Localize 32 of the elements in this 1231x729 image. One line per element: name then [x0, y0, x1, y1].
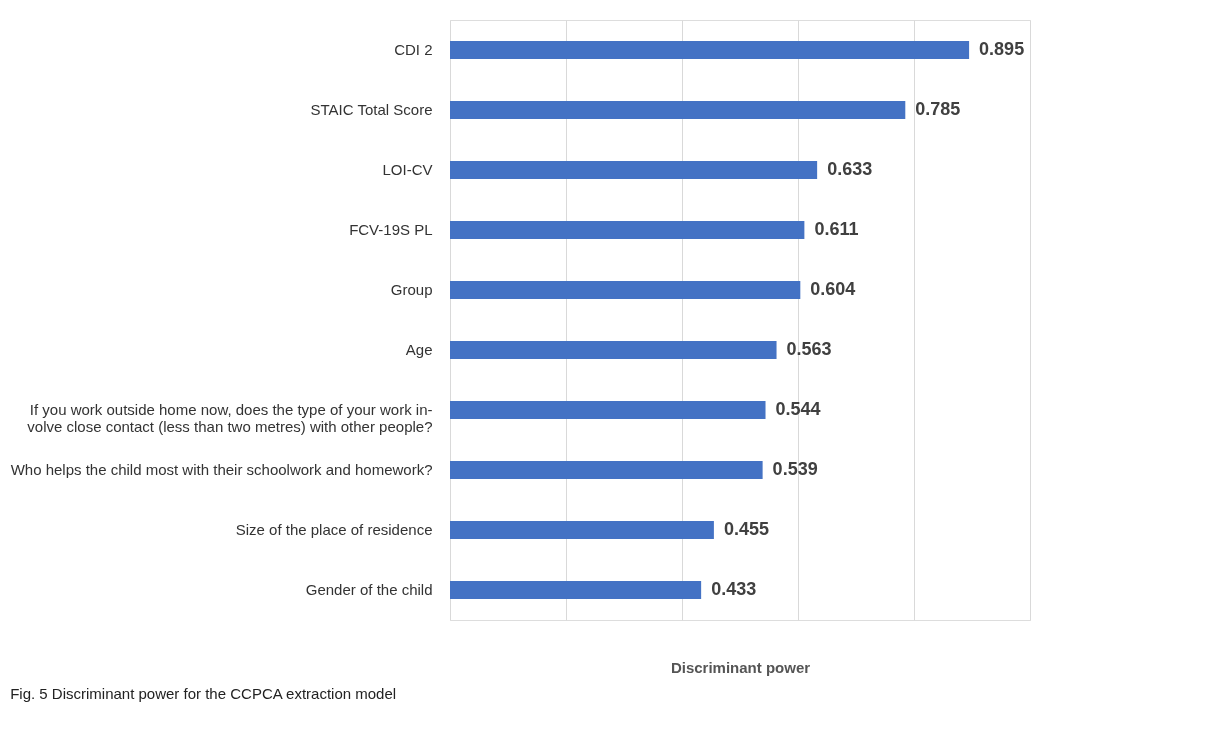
data-label: 0.895 — [979, 39, 1025, 59]
y-tick-label: STAIC Total Score — [310, 101, 433, 118]
caption: Fig. 5 Discriminant power for the CCPCA extraction model — [10, 685, 397, 702]
bar — [450, 161, 818, 179]
data-label: 0.604 — [810, 279, 856, 299]
data-label: 0.785 — [915, 99, 961, 119]
data-label: 0.455 — [723, 519, 769, 539]
bar — [450, 401, 766, 419]
data-label: 0.633 — [827, 159, 873, 179]
bar — [450, 461, 763, 479]
y-tick-label: CDI 2 — [394, 41, 433, 58]
y-tick-label: Who helps the child most with their schoolwork and homework? — [10, 461, 433, 478]
y-tick-label: If you work outside home now, does the type of your work in- volve close contact (less than two metres) with other people? — [27, 401, 433, 435]
y-tick-label: FCV-19S PL — [349, 221, 433, 238]
y-tick-label: Gender of the child — [305, 581, 433, 598]
bar — [450, 341, 777, 359]
data-label: 0.539 — [772, 459, 818, 479]
y-tick-label: LOI-CV — [382, 161, 433, 178]
y-tick-label: Group — [390, 281, 433, 298]
y-tick-label: Age — [405, 341, 433, 358]
bar — [450, 101, 906, 119]
y-tick-label: Size of the place of residence — [235, 521, 433, 538]
data-label: 0.544 — [775, 399, 821, 419]
data-label: 0.433 — [711, 579, 757, 599]
bar — [450, 521, 714, 539]
x-axis-title: Discriminant power — [670, 658, 811, 676]
bar — [450, 281, 801, 299]
bar — [450, 581, 702, 599]
bar — [450, 41, 970, 59]
bar — [450, 221, 805, 239]
data-label: 0.563 — [786, 339, 832, 359]
data-label: 0.611 — [814, 219, 859, 239]
